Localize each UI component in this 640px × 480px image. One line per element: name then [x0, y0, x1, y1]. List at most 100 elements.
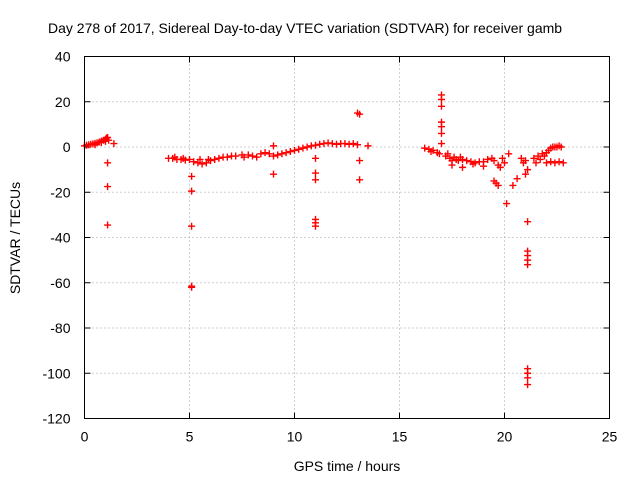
data-point — [257, 150, 265, 158]
data-point — [356, 110, 364, 118]
data-point — [421, 144, 429, 152]
data-point — [286, 148, 294, 156]
data-point — [188, 283, 196, 291]
data-point — [312, 154, 319, 162]
chart-title: Day 278 of 2017, Sidereal Day-to-day VTE… — [48, 20, 562, 36]
data-point — [312, 176, 319, 184]
data-point — [312, 169, 319, 177]
data-point — [356, 176, 364, 184]
data-point — [303, 143, 311, 151]
data-point — [490, 157, 498, 165]
data-point — [312, 222, 319, 230]
data-point — [270, 152, 277, 160]
x-tick-label: 20 — [497, 429, 513, 445]
data-point — [559, 159, 567, 167]
data-point — [505, 150, 513, 158]
data-point — [91, 141, 99, 149]
data-point — [536, 155, 544, 163]
data-point — [480, 162, 487, 170]
y-tick-label: -80 — [50, 320, 70, 336]
data-point — [198, 160, 206, 168]
data-point — [501, 159, 508, 167]
data-point — [459, 155, 466, 163]
data-point — [354, 141, 361, 149]
data-point — [223, 153, 231, 161]
data-point — [469, 160, 477, 168]
data-point — [524, 166, 532, 174]
y-tick-label: -120 — [42, 411, 70, 427]
data-point — [211, 155, 219, 163]
data-point — [555, 158, 563, 166]
x-tick-label: 0 — [81, 429, 89, 445]
data-point — [484, 155, 492, 163]
data-point — [517, 154, 525, 162]
data-point — [270, 142, 277, 150]
data-point — [427, 148, 435, 156]
data-point — [253, 153, 261, 161]
data-point — [543, 159, 550, 167]
data-point — [104, 221, 112, 229]
data-point — [261, 149, 269, 157]
data-point — [265, 150, 273, 158]
data-point — [498, 154, 506, 162]
data-point — [196, 155, 204, 163]
data-point — [104, 183, 112, 191]
data-point — [312, 141, 319, 149]
data-point — [463, 157, 471, 165]
y-tick-label: -40 — [50, 230, 70, 246]
data-point — [438, 95, 445, 103]
y-tick-label: 40 — [55, 49, 71, 65]
x-tick-label: 15 — [392, 429, 408, 445]
data-point — [244, 151, 252, 159]
data-point — [356, 157, 364, 165]
data-point — [282, 149, 290, 157]
y-tick-label: -60 — [50, 275, 70, 291]
data-point — [186, 155, 193, 163]
y-tick-label: -20 — [50, 184, 70, 200]
x-tick-label: 10 — [287, 429, 303, 445]
data-point — [171, 153, 179, 161]
data-point — [513, 175, 521, 183]
data-point — [110, 140, 118, 148]
data-point — [438, 129, 445, 137]
data-point — [249, 152, 256, 160]
data-point — [524, 374, 532, 382]
data-point — [97, 138, 105, 146]
axis-ticks: -120 -100 -80 -60 -40 -20 0 20 40 0 5 10 15 20 25 — [42, 49, 617, 445]
y-tick-label: -100 — [42, 365, 70, 381]
data-point — [496, 163, 504, 171]
data-point — [299, 144, 307, 152]
data-point — [104, 159, 112, 167]
y-tick-label: 0 — [63, 139, 71, 155]
data-point — [503, 200, 511, 208]
data-point — [102, 137, 109, 145]
data-point — [438, 102, 445, 110]
data-point — [349, 140, 357, 148]
plot-frame — [84, 56, 610, 419]
data-point — [524, 218, 532, 226]
data-point — [270, 170, 277, 178]
data-point — [530, 154, 538, 162]
data-point — [438, 123, 445, 131]
data-point — [364, 142, 372, 150]
x-tick-label: 5 — [186, 429, 194, 445]
data-point — [459, 163, 466, 171]
data-point — [240, 153, 248, 161]
data-point — [438, 140, 445, 148]
data-point — [444, 150, 452, 158]
data-point — [291, 146, 298, 154]
y-tick-label: 20 — [55, 94, 71, 110]
data-point — [232, 152, 240, 160]
data-point — [188, 187, 196, 195]
data-point — [188, 172, 196, 180]
data-point — [524, 261, 532, 269]
data-point — [105, 136, 113, 144]
data-point — [551, 159, 559, 167]
data-point — [509, 181, 517, 189]
data-point — [532, 159, 540, 167]
data-point — [557, 143, 565, 151]
y-axis-label: SDTVAR / TECUs — [7, 182, 23, 294]
x-axis-label: GPS time / hours — [294, 458, 401, 474]
data-point — [522, 170, 529, 178]
